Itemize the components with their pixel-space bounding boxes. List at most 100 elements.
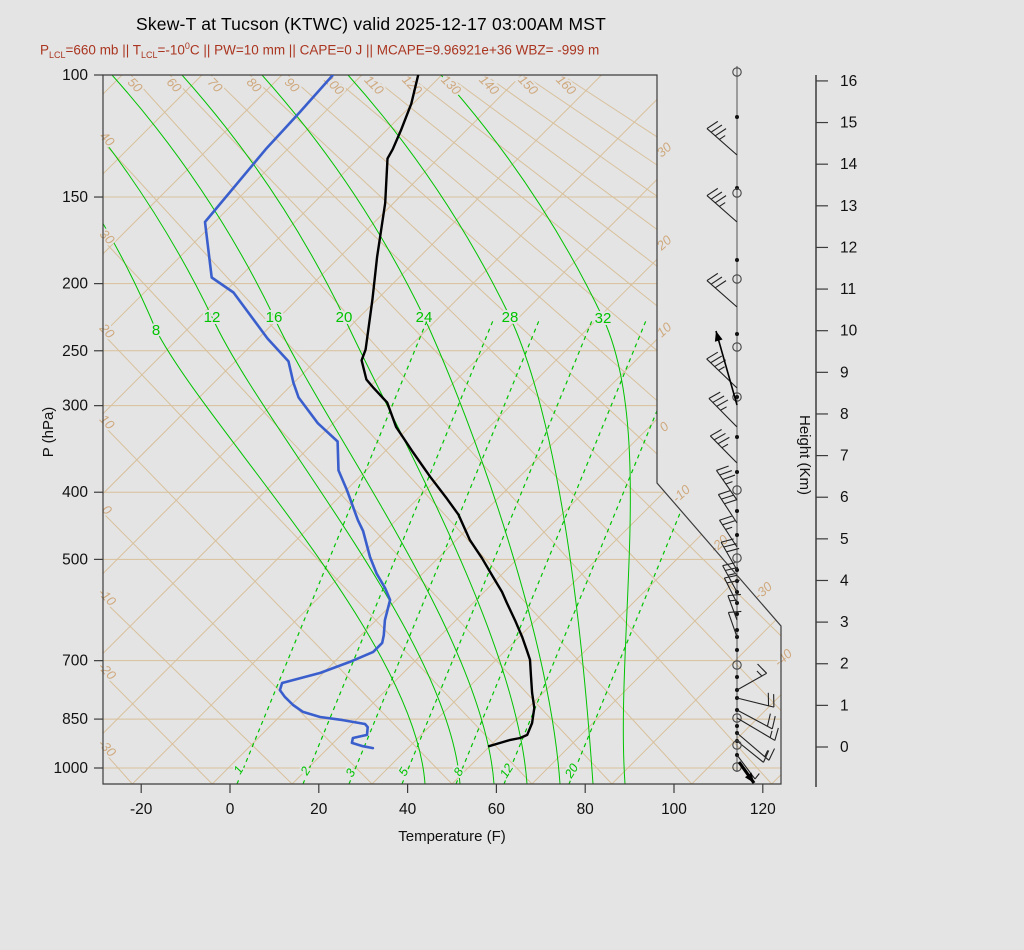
moist-adiabat-label: 32 [595,310,612,327]
dry-adiabat-label: 10 [97,411,118,432]
wind-barb [727,593,741,621]
sounding-traces [203,75,536,750]
dry-adiabat-label: -30 [95,736,119,760]
height-tick-label: 9 [840,364,849,381]
pressure-tick-label: 500 [62,551,88,568]
station-dot [735,648,739,652]
temperature-tick-label: 80 [577,801,595,818]
pressure-axis: 100 150 200 250 300 400 500 700 850 1000 P (hPa) [40,67,103,777]
height-tick-label: 7 [840,448,849,465]
dry-adiabat-label: -10 [95,585,119,609]
mixing-ratio-label: 20 [561,761,581,781]
height-tick-label: 10 [840,323,858,340]
wind-barb [736,709,776,730]
wind-barb [706,120,738,156]
station-circle [732,713,742,723]
station-dot [735,675,739,679]
station-circle [732,740,742,750]
isotherm-label: -30 [751,578,776,602]
temperature-tick-label: 100 [661,801,687,818]
station-circle [732,342,742,352]
temperature-tick-label: -20 [130,801,153,818]
pressure-tick-label: 250 [62,343,88,360]
station-dot [735,258,739,262]
moist-adiabat-label: 8 [152,322,160,339]
height-tick-label: 4 [840,572,849,589]
height-tick-label: 15 [840,115,857,132]
station-dot [735,332,739,336]
height-tick-label: 11 [840,281,856,298]
station-circle [732,67,742,77]
station-dot [735,115,739,119]
wind-barb [708,391,738,428]
wind-barb [736,740,770,763]
height-tick-label: 6 [840,489,849,506]
station-circle [732,553,742,563]
pressure-tick-label: 700 [62,653,88,670]
station-dot [735,612,739,616]
station-dot [735,395,739,399]
temperature-axis-title: Temperature (F) [398,828,506,845]
height-tick-label: 13 [840,198,857,215]
height-tick-label: 0 [840,739,849,756]
pressure-tick-label: 300 [62,398,88,415]
moist-adiabat-label: 24 [416,309,433,326]
height-tick-label: 8 [840,406,849,423]
pressure-tick-label: 400 [62,484,88,501]
temperature-tick-label: 0 [226,801,235,818]
wind-barb [727,610,742,638]
plot-frame [102,74,782,785]
wind-barb [723,574,740,604]
height-tick-label: 3 [840,614,849,631]
station-dot [735,435,739,439]
station-dot [735,509,739,513]
storm-motion-arrow [737,761,756,784]
pressure-tick-label: 100 [62,67,88,84]
station-circle [732,188,742,198]
pressure-axis-title: P (hPa) [40,407,57,458]
dry-adiabat-label: 80 [244,74,265,95]
chart-subtitle: PLCL=660 mb || TLCL=-100C || PW=10 mm ||… [40,41,600,61]
wind-barb [719,515,738,548]
dry-adiabat-label: 0 [99,502,115,518]
wind-barb [722,562,739,593]
station-circle [732,274,742,284]
moist-adiabat-label: 16 [266,309,283,326]
temperature-trace [360,75,536,748]
dry-adiabat-label: 40 [97,128,118,149]
moist-adiabat-lines [103,75,631,784]
wind-barb [716,465,738,501]
temperature-tick-label: 20 [310,801,328,818]
height-tick-label: 12 [840,239,857,256]
dry-adiabat-label: 140 [476,72,502,98]
wind-barb [709,429,738,464]
station-dot [735,724,739,728]
height-tick-label: 16 [840,73,857,90]
wind-barb [706,272,738,308]
chart-title: Skew-T at Tucson (KTWC) valid 2025-12-17… [135,14,607,34]
station-dot [735,533,739,537]
height-tick-label: 5 [840,531,849,548]
dry-adiabat-label: 70 [205,74,226,95]
wind-barb [736,663,768,691]
pressure-tick-label: 200 [62,276,88,293]
wind-barb [706,351,738,389]
height-tick-label: 1 [840,697,849,714]
temperature-tick-label: 40 [399,801,417,818]
station-circle [732,485,742,495]
moist-adiabat-label: 12 [204,309,221,326]
wind-barb-column [706,66,779,784]
station-circle [732,392,742,402]
plot-area [103,75,781,784]
isotherm-label: 0 [656,418,672,435]
pressure-tick-label: 1000 [54,760,89,777]
wind-barb [736,692,775,708]
temperature-tick-label: 120 [750,801,776,818]
moist-adiabat-label: 20 [336,309,353,326]
wind-barb [717,489,738,524]
pressure-tick-label: 150 [62,189,88,206]
dry-adiabat-label: 60 [164,74,185,95]
